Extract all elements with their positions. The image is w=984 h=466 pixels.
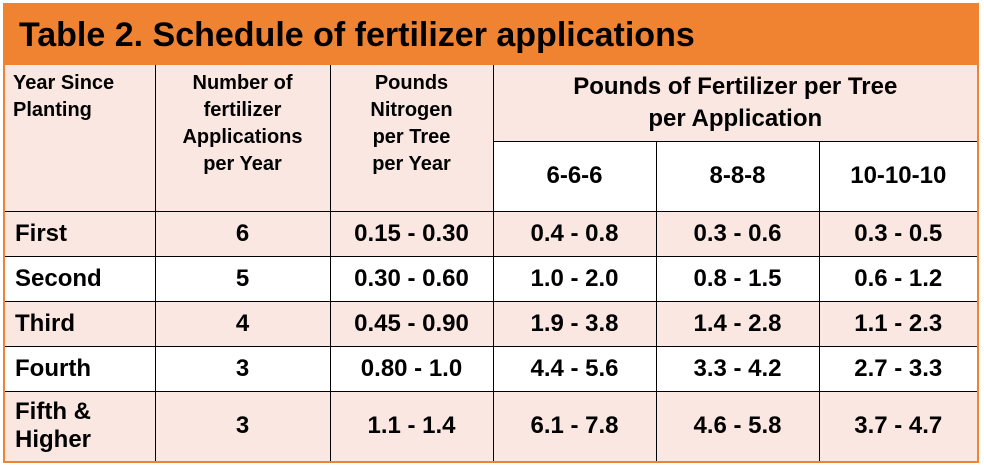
table-row: Second 5 0.30 - 0.60 1.0 - 2.0 0.8 - 1.5… <box>5 255 978 302</box>
table-row: Fourth 3 0.80 - 1.0 4.4 - 5.6 3.3 - 4.2 … <box>5 345 978 392</box>
row-applications: 5 <box>154 255 331 302</box>
row-10-10-10: 0.3 - 0.5 <box>818 210 978 257</box>
row-nitrogen: 0.15 - 0.30 <box>329 210 494 257</box>
header-formula-10-10-10: 10-10-10 <box>818 140 978 212</box>
header-fertilizer-per-application: Pounds of Fertilizer per Tree per Applic… <box>492 65 978 142</box>
row-nitrogen: 0.80 - 1.0 <box>329 345 494 392</box>
row-8-8-8: 4.6 - 5.8 <box>655 390 820 461</box>
header-formula-8-8-8: 8-8-8 <box>655 140 820 212</box>
formula-header-row: 6-6-6 8-8-8 10-10-10 <box>5 140 978 212</box>
table-row: Fifth & Higher 3 1.1 - 1.4 6.1 - 7.8 4.6… <box>5 390 978 461</box>
row-8-8-8: 1.4 - 2.8 <box>655 300 820 347</box>
row-applications: 4 <box>154 300 331 347</box>
row-year: Third <box>5 300 156 347</box>
row-applications: 6 <box>154 210 331 257</box>
table-row: First 6 0.15 - 0.30 0.4 - 0.8 0.3 - 0.6 … <box>5 210 978 257</box>
row-10-10-10: 1.1 - 2.3 <box>818 300 978 347</box>
row-10-10-10: 0.6 - 1.2 <box>818 255 978 302</box>
row-10-10-10: 3.7 - 4.7 <box>818 390 978 461</box>
header-pounds-nitrogen: Pounds Nitrogen per Tree per Year <box>329 65 494 212</box>
row-6-6-6: 1.9 - 3.8 <box>492 300 657 347</box>
row-year: First <box>5 210 156 257</box>
row-10-10-10: 2.7 - 3.3 <box>818 345 978 392</box>
row-6-6-6: 0.4 - 0.8 <box>492 210 657 257</box>
header-formula-6-6-6: 6-6-6 <box>493 140 657 212</box>
row-6-6-6: 4.4 - 5.6 <box>492 345 657 392</box>
table-frame: Table 2. Schedule of fertilizer applicat… <box>3 3 979 463</box>
row-year: Second <box>5 255 156 302</box>
table-title: Table 2. Schedule of fertilizer applicat… <box>5 5 977 65</box>
header-year-since-planting: Year Since Planting <box>5 65 156 212</box>
schedule-table: Year Since Planting Number of fertilizer… <box>5 65 978 461</box>
row-applications: 3 <box>154 345 331 392</box>
row-8-8-8: 0.3 - 0.6 <box>655 210 820 257</box>
row-6-6-6: 1.0 - 2.0 <box>492 255 657 302</box>
header-row: Year Since Planting Number of fertilizer… <box>5 65 978 212</box>
row-year: Fourth <box>5 345 156 392</box>
row-year: Fifth & Higher <box>5 390 156 461</box>
table-row: Third 4 0.45 - 0.90 1.9 - 3.8 1.4 - 2.8 … <box>5 300 978 347</box>
row-nitrogen: 0.45 - 0.90 <box>329 300 494 347</box>
row-nitrogen: 0.30 - 0.60 <box>329 255 494 302</box>
row-nitrogen: 1.1 - 1.4 <box>329 390 494 461</box>
row-6-6-6: 6.1 - 7.8 <box>492 390 657 461</box>
row-applications: 3 <box>154 390 331 461</box>
row-8-8-8: 3.3 - 4.2 <box>655 345 820 392</box>
header-number-of-applications: Number of fertilizer Applications per Ye… <box>154 65 331 212</box>
row-8-8-8: 0.8 - 1.5 <box>655 255 820 302</box>
